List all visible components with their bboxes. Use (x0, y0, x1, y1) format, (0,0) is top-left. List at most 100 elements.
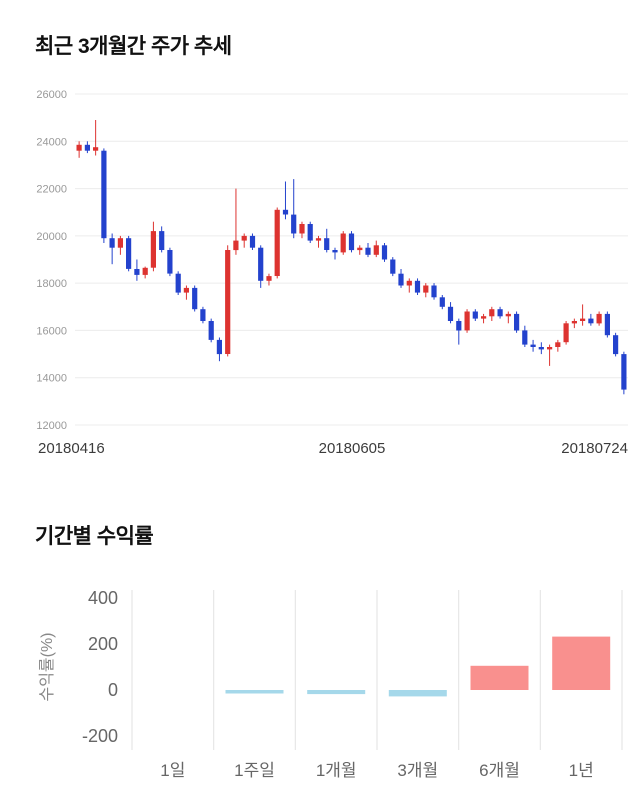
candle-body (167, 250, 173, 274)
candle-body (505, 313, 511, 317)
candle-body (588, 318, 594, 324)
candle-body (522, 330, 528, 345)
x-tick-label: 20180724 (561, 440, 628, 457)
candle-body (93, 147, 99, 151)
y-tick-label: 22000 (36, 184, 67, 196)
x-tick-label: 20180605 (319, 440, 386, 457)
candle-body (324, 238, 330, 250)
candle-body (241, 235, 247, 241)
candle-body (76, 144, 82, 151)
x-category-label: 1일 (160, 761, 185, 780)
candle-body (547, 347, 553, 350)
candle-body (150, 231, 156, 268)
candle-body (497, 309, 503, 317)
candle-body (183, 287, 189, 293)
candle-body (216, 339, 222, 355)
return-bar (388, 690, 447, 697)
candle-body (134, 269, 140, 275)
y-tick-label: 20000 (36, 231, 67, 243)
candle-body (390, 259, 396, 274)
candle-body (481, 316, 487, 319)
candle-body (315, 238, 322, 241)
y-axis-label: 수익률(%) (38, 632, 56, 701)
candle-body (381, 245, 388, 260)
candle-body (373, 245, 379, 255)
candle-body (431, 285, 437, 298)
candle-body (175, 273, 181, 293)
candle-body (126, 238, 132, 269)
candle-body (365, 247, 371, 255)
candle-body (414, 280, 421, 293)
candle-grid: 26000 24000 22000 20000 18000 16000 14000 12000 (36, 89, 628, 432)
candle-body (258, 247, 264, 281)
candle-body (489, 309, 495, 317)
candle-body (406, 280, 412, 286)
bar-y-axis: 400 200 0 -200 수익률(%) (38, 588, 118, 746)
y-tick-label: 200 (88, 634, 118, 654)
return-bar (307, 690, 366, 695)
return-bar (470, 665, 529, 690)
price-candlestick-chart: 26000 24000 22000 20000 18000 16000 14000 12000… (36, 89, 628, 457)
candle-body (530, 344, 536, 347)
x-category-label: 1년 (569, 761, 594, 780)
candle-body (613, 335, 619, 355)
candle-body (423, 285, 429, 293)
candle-body (472, 311, 478, 319)
candle-body (307, 224, 313, 241)
candle-body (299, 224, 305, 234)
candle-body (266, 276, 272, 281)
candle-body (447, 306, 454, 321)
y-tick-label: 16000 (36, 325, 67, 337)
y-tick-label: 12000 (36, 420, 67, 432)
y-tick-label: 18000 (36, 278, 67, 290)
candle-body (621, 354, 627, 390)
candle-body (563, 323, 569, 343)
x-category-label: 1주일 (234, 761, 275, 780)
candle-body (159, 231, 165, 250)
y-tick-label: 14000 (36, 373, 67, 385)
candle-body (200, 309, 206, 321)
return-bar (552, 636, 611, 690)
candle-body (439, 297, 445, 307)
candle-body (84, 144, 90, 151)
candle-body (282, 209, 289, 215)
y-tick-label: -200 (82, 726, 118, 746)
x-category-label: 1개월 (316, 761, 357, 780)
candle-body (571, 321, 577, 324)
candle-body (357, 247, 363, 251)
candle-x-axis: 20180416 20180605 20180724 (38, 440, 628, 457)
candle-body (249, 235, 256, 248)
bar-x-axis: 1일 1주일 1개월 3개월 6개월 1년 (160, 761, 594, 780)
y-tick-label: 0 (108, 680, 118, 700)
candle-body (233, 240, 239, 251)
return-bar (225, 690, 284, 694)
returns-title: 기간별 수익률 (35, 525, 154, 548)
candle-body (208, 321, 214, 340)
candle-body (192, 287, 198, 310)
candle-body (109, 238, 115, 248)
candle-body (291, 214, 297, 234)
period-returns-bar-chart: 400 200 0 -200 수익률(%) 1일 1주일 1개월 3개월 6개월 1년 (38, 588, 623, 780)
y-tick-label: 24000 (36, 136, 67, 148)
candle-body (332, 250, 338, 253)
candle-body (101, 150, 107, 239)
candle-body (117, 238, 123, 248)
bars (225, 636, 611, 697)
candles (76, 120, 627, 395)
candle-body (142, 267, 148, 275)
x-tick-label: 20180416 (38, 440, 105, 457)
candle-body (348, 233, 355, 251)
candle-body (274, 209, 280, 276)
candle-body (225, 250, 231, 354)
candle-body (514, 313, 520, 331)
y-tick-label: 400 (88, 588, 118, 608)
bar-grid (131, 590, 623, 750)
candle-body (538, 347, 544, 350)
candle-body (464, 311, 470, 331)
candle-body (580, 318, 586, 321)
candle-body (604, 313, 610, 336)
x-category-label: 6개월 (479, 761, 520, 780)
candle-body (398, 273, 404, 286)
y-tick-label: 26000 (36, 89, 67, 101)
